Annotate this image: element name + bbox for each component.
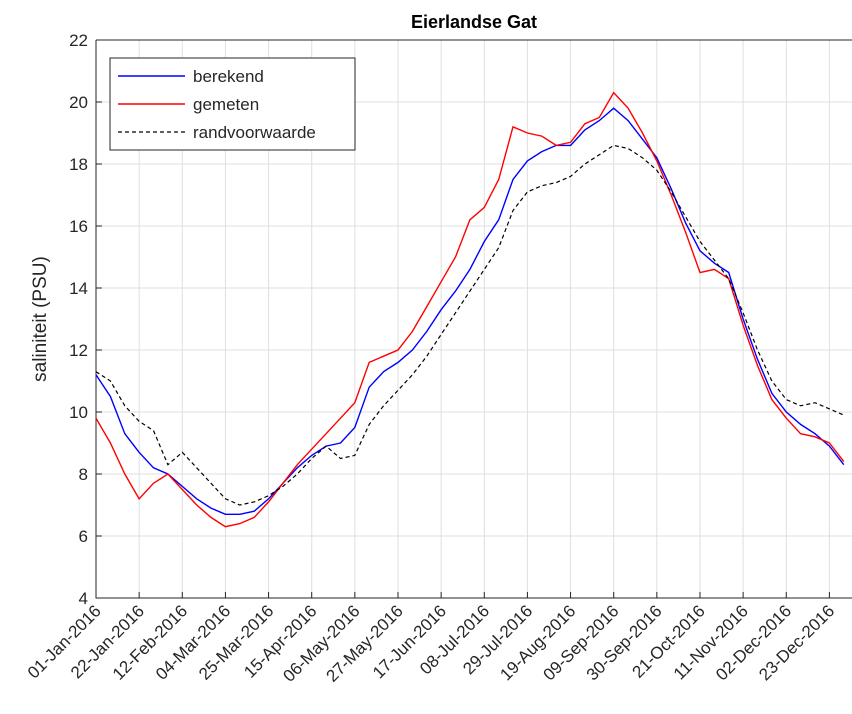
legend-label: berekend: [193, 67, 264, 86]
series-line: [95, 91, 845, 528]
y-tick-label: 12: [69, 341, 88, 360]
legend-label: gemeten: [193, 95, 259, 114]
y-axis-label: saliniteit (PSU): [30, 256, 51, 382]
y-tick-label: 20: [69, 93, 88, 112]
y-tick-label: 10: [69, 403, 88, 422]
chart-title: Eierlandse Gat: [411, 12, 537, 32]
y-tick-label: 6: [79, 527, 88, 546]
y-tick-label: 8: [79, 465, 88, 484]
series-line: [95, 144, 845, 506]
y-tick-label: 16: [69, 217, 88, 236]
legend-label: randvoorwaarde: [193, 123, 316, 142]
axes-box: [95, 39, 852, 599]
y-tick-label: 14: [69, 279, 88, 298]
y-tick-label: 18: [69, 155, 88, 174]
y-tick-label: 22: [69, 31, 88, 50]
y-tick-label: 4: [79, 589, 88, 608]
